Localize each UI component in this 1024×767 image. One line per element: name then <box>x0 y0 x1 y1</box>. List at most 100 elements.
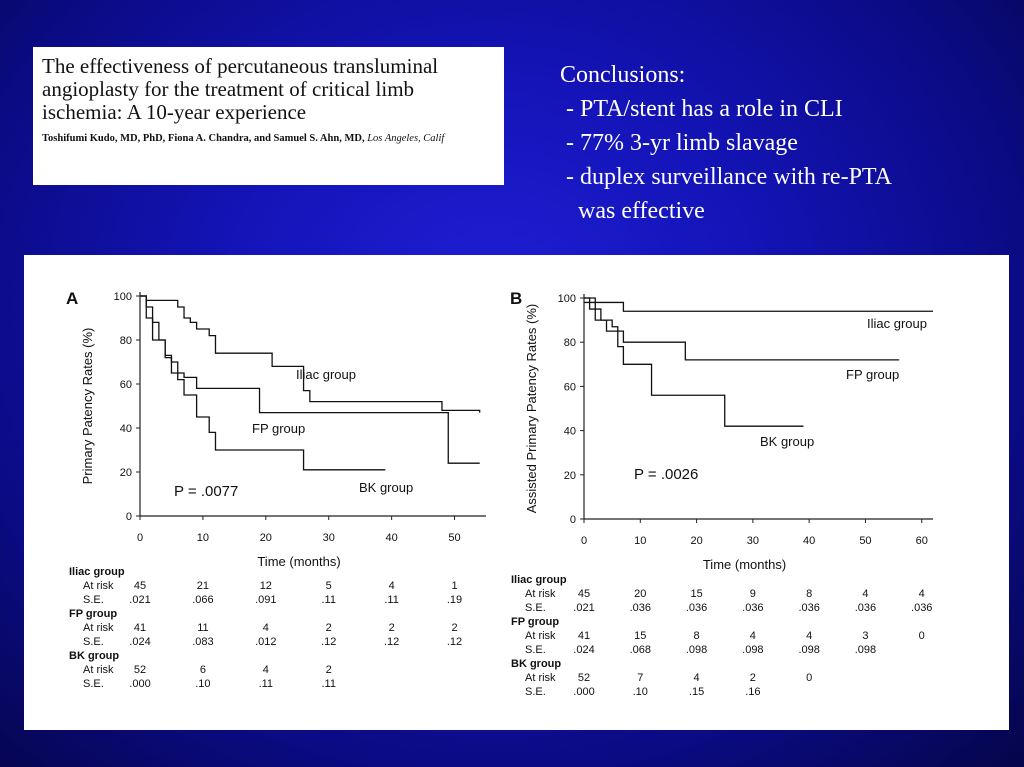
panel-a-x-tick-label: 50 <box>448 532 460 544</box>
risk-cell: 52 <box>133 664 147 676</box>
panel-b-label: B <box>510 289 522 308</box>
risk-table-row: At risk 41 15 8 4 4 3 0 <box>511 629 941 643</box>
risk-cell: .068 <box>629 644 651 656</box>
panel-a-series-label: Iliac group <box>296 367 356 382</box>
risk-cell: 12 <box>259 580 272 592</box>
risk-cell: 0 <box>806 672 813 684</box>
conclusion-item: - 77% 3-yr limb slavage <box>560 130 798 156</box>
risk-group-name: Iliac group <box>69 566 125 578</box>
panel-a-y-tick-label: 40 <box>120 423 132 435</box>
conclusions-heading: Conclusions: <box>560 62 686 88</box>
risk-table-row: S.E. .024 .068 .098 .098 .098 .098 <box>511 643 941 657</box>
panel-a-y-tick-label: 20 <box>120 467 132 479</box>
risk-cell: 4 <box>806 630 813 642</box>
panel-a-x-tick-label: 10 <box>197 532 209 544</box>
risk-cell: .15 <box>688 686 705 698</box>
risk-cell: .000 <box>129 678 151 690</box>
panel-b-x-tick-label: 60 <box>916 535 928 547</box>
risk-table-row: S.E. .021 .036 .036 .036 .036 .036 .036 <box>511 601 941 615</box>
panel-a-y-tick-label: 100 <box>114 291 132 303</box>
risk-cell: 4 <box>693 672 700 684</box>
risk-row-label: At risk <box>83 622 114 634</box>
author-location: Los Angeles, Calif <box>367 133 445 144</box>
panel-a-x-tick-label: 30 <box>323 532 335 544</box>
panel-b-x-tick-label: 10 <box>634 535 646 547</box>
risk-cell: 45 <box>133 580 147 592</box>
risk-cell: 8 <box>693 630 700 642</box>
risk-cell: .021 <box>573 602 595 614</box>
risk-table-a: Iliac group At risk 45 21 12 5 4 1 S.E. .021.066.… <box>69 565 499 691</box>
risk-cell: 41 <box>133 622 147 634</box>
risk-cell: .098 <box>742 644 764 656</box>
risk-group-name: FP group <box>69 608 118 620</box>
risk-cell: 7 <box>637 672 644 684</box>
risk-cell: .091 <box>255 594 277 606</box>
risk-row-label: At risk <box>525 588 556 600</box>
panel-b-p-value: P = .0026 <box>634 466 698 483</box>
risk-cell: .036 <box>685 602 708 614</box>
risk-cell: .10 <box>195 678 211 690</box>
risk-cell: .12 <box>321 636 337 648</box>
panel-b-y-tick-label: 100 <box>558 293 576 305</box>
panel-b-series-line <box>584 297 804 427</box>
risk-cell: .024 <box>573 644 595 656</box>
risk-cell: 41 <box>577 630 591 642</box>
risk-cell: .11 <box>384 594 399 606</box>
risk-cell: 2 <box>325 664 332 676</box>
risk-cell: .012 <box>255 636 277 648</box>
risk-row-label: S.E. <box>525 644 546 656</box>
risk-cell: 2 <box>451 622 458 634</box>
risk-row-label: S.E. <box>83 678 104 690</box>
risk-cell: .083 <box>192 636 214 648</box>
risk-cell: 8 <box>806 588 813 600</box>
risk-cell: 52 <box>577 672 591 684</box>
risk-table-row: S.E. .021 .066 .091 .11 .11 .19 <box>69 593 499 607</box>
panel-b-x-tick-label: 20 <box>690 535 702 547</box>
risk-table-row: S.E. .024 .083 .012 .12 .12 .12 <box>69 635 499 649</box>
risk-cell: .11 <box>258 678 274 690</box>
risk-cell: .12 <box>383 636 400 648</box>
risk-table-row: At risk 41 11 4 2 2 2 <box>69 621 499 635</box>
risk-cell: 0 <box>918 630 925 642</box>
panel-a-x-tick-label: 20 <box>260 532 272 544</box>
risk-cell: .036 <box>742 602 764 614</box>
panel-b-x-tick-label: 50 <box>859 535 871 547</box>
risk-cell: 4 <box>262 664 269 676</box>
risk-cell: 20 <box>634 588 647 600</box>
risk-cell: 4 <box>388 580 395 592</box>
risk-cell: .036 <box>629 602 651 614</box>
conclusion-item: was effective <box>560 198 705 224</box>
panel-a-series-line <box>140 295 386 471</box>
kaplan-meier-figure: 0 20 40 60 80 100 0 10 20 30 40 50 Time (months) Prim… <box>24 255 1009 730</box>
panel-b-series-label: FP group <box>846 367 899 382</box>
risk-row-label: S.E. <box>83 594 104 606</box>
risk-row-label: At risk <box>83 580 114 592</box>
risk-cell: .10 <box>632 686 648 698</box>
risk-cell: 9 <box>749 588 756 600</box>
risk-cell: .036 <box>854 602 877 614</box>
paper-citation-box: The effectiveness of percutaneous transl… <box>33 47 504 185</box>
conclusion-item: - PTA/stent has a role in CLI <box>560 96 843 122</box>
panel-b-series-line <box>584 301 933 312</box>
risk-row-label: At risk <box>525 630 556 642</box>
panel-a-y-tick-label: 0 <box>126 511 132 523</box>
risk-table-row: At risk 52 6 4 2 <box>69 663 499 677</box>
panel-b-series-label: BK group <box>760 434 814 449</box>
risk-cell: .12 <box>446 636 463 648</box>
risk-row-label: S.E. <box>525 686 546 698</box>
panel-b-y-axis-label: Assisted Primary Patency Rates (%) <box>524 304 539 514</box>
panel-b-y-tick-label: 60 <box>564 381 576 393</box>
risk-group-name: BK group <box>511 658 562 670</box>
conclusion-item: - duplex surveillance with re-PTA <box>560 164 892 190</box>
panel-a-y-tick-label: 60 <box>120 379 132 391</box>
risk-cell: 4 <box>862 588 869 600</box>
risk-cell: 45 <box>577 588 591 600</box>
panel-a-y-axis-label: Primary Patency Rates (%) <box>80 328 95 485</box>
risk-cell: 4 <box>918 588 925 600</box>
risk-cell: 2 <box>388 622 395 634</box>
risk-cell: 4 <box>262 622 269 634</box>
panel-a-series-label: BK group <box>359 480 413 495</box>
panel-b-y-tick-label: 20 <box>564 470 576 482</box>
risk-cell: 15 <box>690 588 703 600</box>
panel-a-series-label: FP group <box>252 421 305 436</box>
